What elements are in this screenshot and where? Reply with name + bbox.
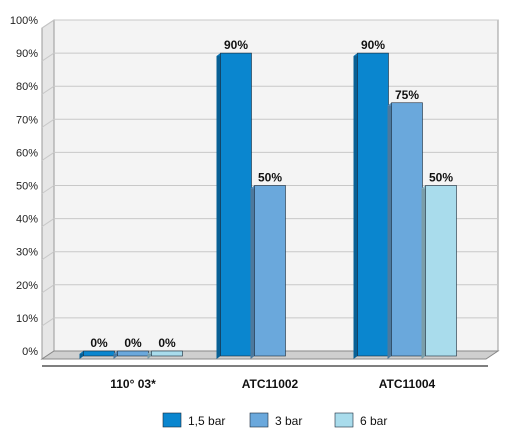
bar-front	[425, 185, 457, 357]
y-tick-label: 80%	[16, 81, 38, 93]
bar	[216, 52, 252, 359]
y-tick-label: 10%	[16, 313, 38, 325]
gridline-side	[41, 185, 55, 194]
x-category-label: 110° 03*	[110, 377, 156, 391]
gridline-side	[41, 218, 55, 228]
data-label: 90%	[224, 38, 248, 52]
bar	[353, 52, 389, 359]
x-category-label: ATC11004	[379, 377, 436, 391]
legend-label: 1,5 bar	[188, 414, 225, 428]
bar-front	[117, 350, 149, 357]
bar	[147, 350, 183, 359]
bar-front	[151, 350, 183, 357]
y-tick-label: 100%	[10, 15, 38, 27]
bar-side	[387, 102, 392, 359]
data-label: 0%	[124, 336, 142, 350]
bar-front	[357, 52, 389, 357]
y-tick-label: 70%	[16, 114, 38, 126]
gridline-side	[41, 52, 55, 62]
legend-swatch	[162, 412, 182, 428]
data-label: 50%	[429, 171, 453, 185]
bar-side	[216, 53, 221, 359]
data-label: 75%	[395, 88, 419, 102]
bar-side	[421, 185, 426, 359]
bar	[250, 185, 286, 359]
legend-swatch	[334, 412, 354, 428]
gridline-side	[41, 85, 55, 95]
bar-front	[220, 52, 252, 357]
bar-side	[353, 53, 358, 359]
data-label: 90%	[361, 38, 385, 52]
bars: 0% 0% 0% 90% 50% 90% 75% 50%	[79, 38, 457, 359]
gridline-side	[41, 118, 55, 128]
x-axis: 110° 03* ATC11002 ATC11004	[42, 365, 488, 391]
y-axis: 0% 10% 20% 30% 40% 50% 60% 70% 80% 90% 100%	[10, 15, 38, 358]
legend-label: 6 bar	[360, 414, 387, 428]
legend-item: 6 bar	[334, 412, 387, 428]
y-tick-label: 50%	[16, 181, 38, 193]
bar	[387, 102, 423, 359]
gridline-side	[41, 19, 55, 29]
legend-item: 1,5 bar	[162, 412, 225, 428]
legend: 1,5 bar 3 bar 6 bar	[162, 412, 387, 428]
gridline-side	[41, 284, 55, 294]
data-label: 0%	[90, 336, 108, 350]
gridline-side	[41, 317, 55, 327]
x-category-label: ATC11002	[242, 377, 299, 391]
bar-side	[250, 185, 255, 359]
y-tick-label: 0%	[22, 346, 38, 358]
legend-swatch	[249, 412, 269, 428]
y-tick-label: 90%	[16, 48, 38, 60]
y-tick-label: 30%	[16, 247, 38, 259]
y-tick-label: 60%	[16, 147, 38, 159]
legend-label: 3 bar	[275, 414, 302, 428]
gridline-side	[41, 151, 55, 161]
data-label: 0%	[158, 336, 176, 350]
bar-front	[391, 102, 423, 357]
y-tick-label: 40%	[16, 214, 38, 226]
bar	[421, 185, 457, 359]
y-tick-label: 20%	[16, 280, 38, 292]
legend-item: 3 bar	[249, 412, 302, 428]
bar-front	[83, 350, 115, 357]
data-label: 50%	[258, 171, 282, 185]
gridline-side	[41, 251, 55, 261]
bar-front	[254, 185, 286, 357]
